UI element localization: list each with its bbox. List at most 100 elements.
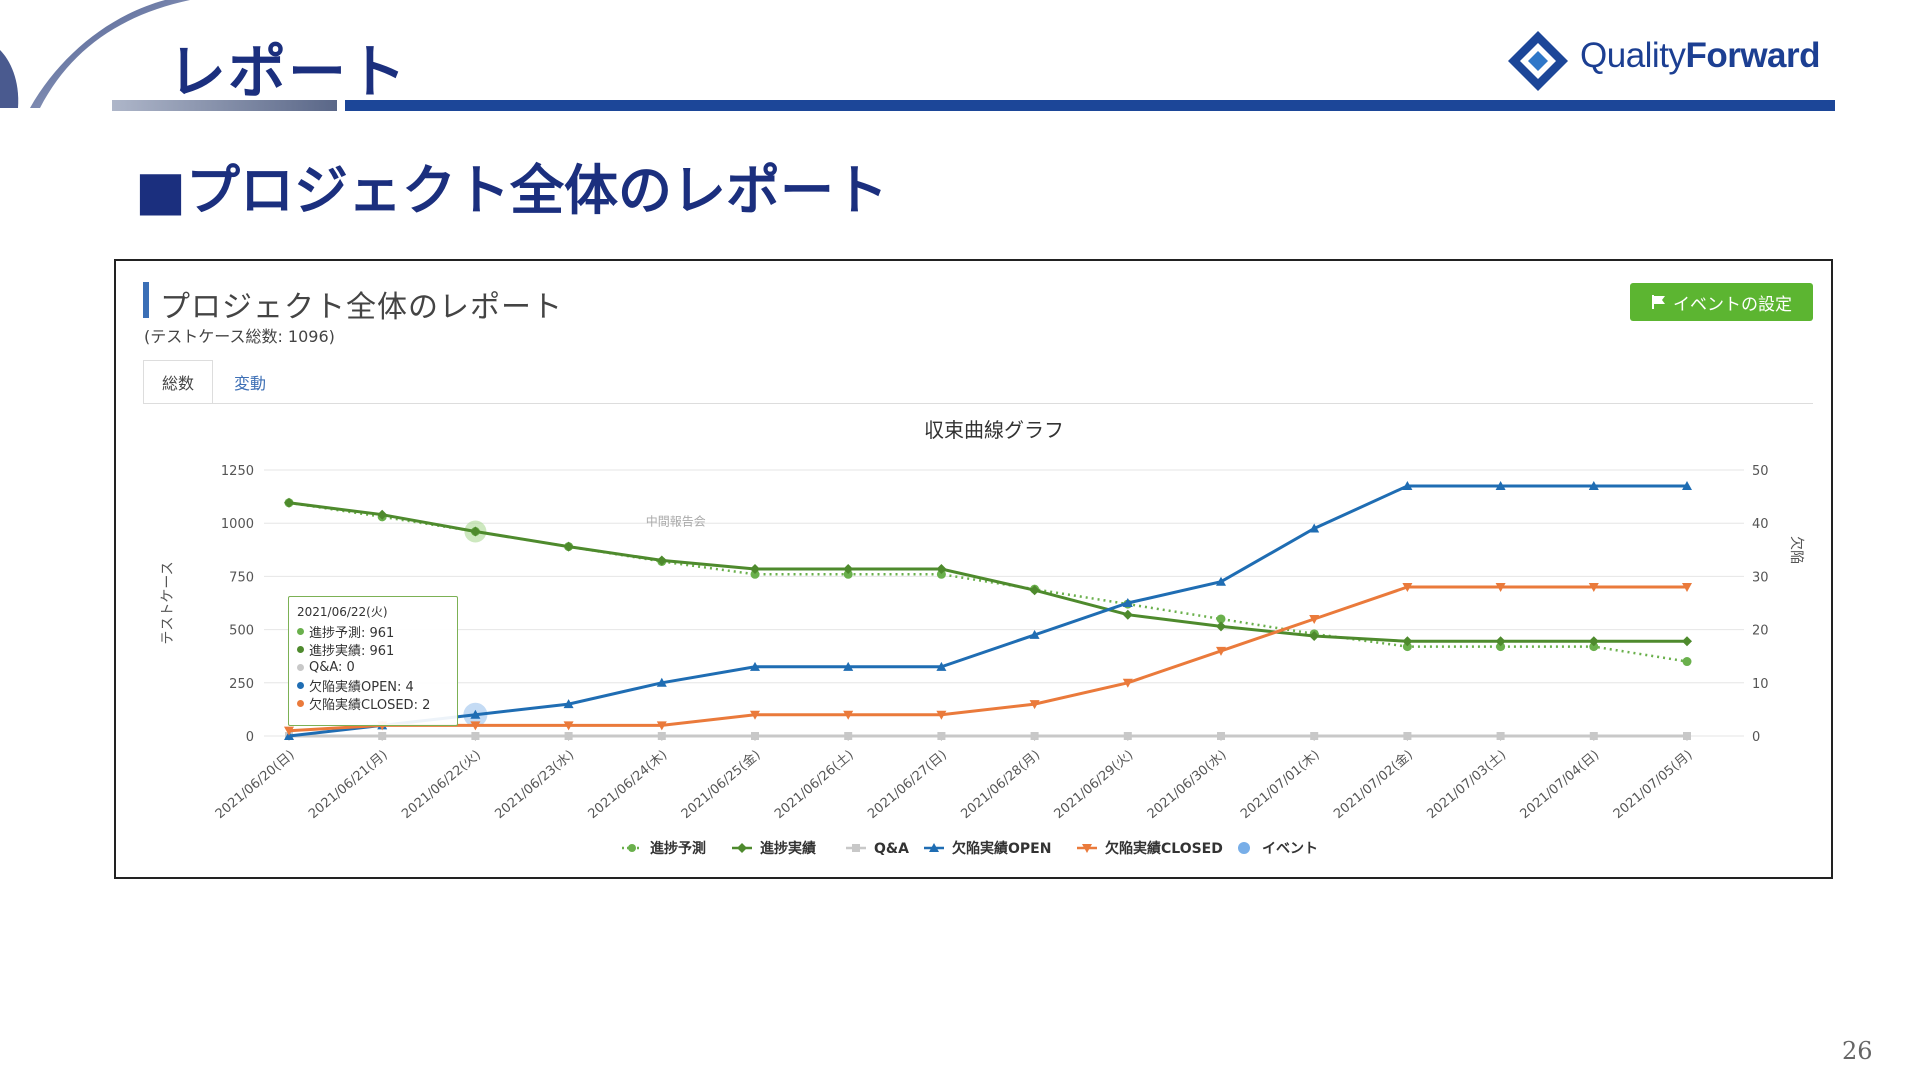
legend-dot-icon [297,627,304,635]
data-point [656,721,667,731]
legend-label: 進捗実績 [760,840,816,857]
logo-prefix: Quality [1580,36,1686,75]
data-point [1122,678,1133,688]
data-point [750,569,760,579]
data-point [1588,636,1599,647]
header-divider-blue [345,100,1835,111]
data-point [1123,732,1132,740]
legend-label: Q&A [874,841,909,857]
data-point [1682,480,1692,490]
data-point [1496,732,1505,740]
legend-label: 欠陥実績OPEN [952,840,1051,857]
data-point [750,661,760,671]
data-point [1495,636,1506,647]
tooltip-row: Q&A: 0 [297,658,449,676]
data-point [1682,657,1692,667]
data-point [1402,642,1412,652]
data-point [470,721,481,731]
tooltip-row-label: 進捗予測: 961 [309,625,395,641]
data-point [378,732,387,740]
data-point [1496,642,1506,652]
x-tick-label: 2021/06/30(水) [1145,748,1230,823]
tooltip-row-label: 進捗実績: 961 [309,643,395,659]
data-point [1122,609,1133,620]
data-point [470,709,481,719]
data-point [843,569,853,579]
legend-dot-icon [297,663,304,671]
y-tick-label: 1250 [221,464,254,479]
legend-label: 進捗予測 [650,840,706,857]
data-point [1402,636,1413,647]
data-point [1122,598,1133,607]
x-tick-label: 2021/06/20(日) [213,748,298,823]
chart-title: 収束曲線グラフ [924,418,1064,442]
tooltip-row-label: 欠陥実績CLOSED: 2 [309,697,431,713]
x-tick-label: 2021/06/23(水) [492,748,577,823]
data-point [1402,480,1413,490]
data-point [1589,642,1599,652]
y-tick-label: 1000 [221,517,254,532]
series-line [288,501,1687,643]
event-settings-button[interactable]: イベントの設定 [1630,283,1813,321]
x-tick-label: 2021/06/24(木) [586,748,671,823]
data-point [1403,732,1412,740]
data-point [1589,732,1598,740]
flag-icon [1652,295,1665,309]
data-point [1309,630,1320,641]
data-point [936,710,947,720]
data-point [563,721,574,731]
data-point [936,563,947,574]
data-point [1683,732,1691,740]
x-tick-label: 2021/06/27(日) [865,748,950,823]
series-line [288,585,1687,733]
series-line [288,484,1687,738]
data-point [937,732,946,740]
x-tick-label: 2021/06/22(火) [399,748,484,823]
tooltip-row: 欠陥実績OPEN: 4 [297,676,449,695]
tooltip-row: 進捗実績: 961 [297,640,449,659]
y2-axis-label: 欠陥 [1788,536,1805,564]
data-point [1029,700,1040,710]
panel-subtitle: (テストケース総数: 1096) [144,327,335,346]
tooltip-row: 進捗予測: 961 [297,622,449,641]
data-point [1029,629,1040,639]
company-logo-text: QualityForward [1580,36,1821,76]
data-point [470,526,481,537]
data-point [1217,732,1225,740]
y2-tick-label: 10 [1752,677,1769,692]
legend-marker [929,843,939,852]
y-tick-label: 0 [246,730,254,745]
x-tick-label: 2021/07/02(金) [1331,747,1416,822]
header-divider-gray [112,100,337,111]
page-title: レポート [168,38,409,106]
event-settings-label: イベントの設定 [1673,294,1792,315]
data-point [1682,583,1692,593]
chart-annotation: 中間報告会 [646,513,706,528]
x-tick-label: 2021/07/05(月) [1611,748,1696,823]
data-point [471,732,480,740]
data-point [563,699,574,709]
data-point [843,563,854,574]
tab-total[interactable]: 総数 [143,360,213,404]
legend-label: イベント [1262,841,1318,857]
data-point [750,710,760,720]
tooltip-row-label: 欠陥実績OPEN: 4 [309,679,414,695]
panel-title: プロジェクト全体のレポート [160,290,563,325]
panel-title-accent [143,282,149,318]
data-point [656,555,667,566]
data-point [564,732,573,740]
tab-divider [143,403,1813,404]
data-point [284,726,294,736]
data-point [1216,614,1226,624]
logo-suffix: Forward [1685,36,1821,75]
data-point [1588,480,1599,490]
legend-dot-icon [297,645,304,653]
data-point [1682,636,1692,647]
x-tick-label: 2021/06/25(金) [678,747,763,822]
tab-change[interactable]: 変動 [233,374,266,393]
data-point [1216,646,1226,656]
y-tick-label: 500 [229,624,254,639]
series-line [288,501,1688,663]
data-point [1216,621,1226,632]
chart-tooltip: 2021/06/22(火) 進捗予測: 961 進捗実績: 961 Q&A: 0… [288,596,458,726]
